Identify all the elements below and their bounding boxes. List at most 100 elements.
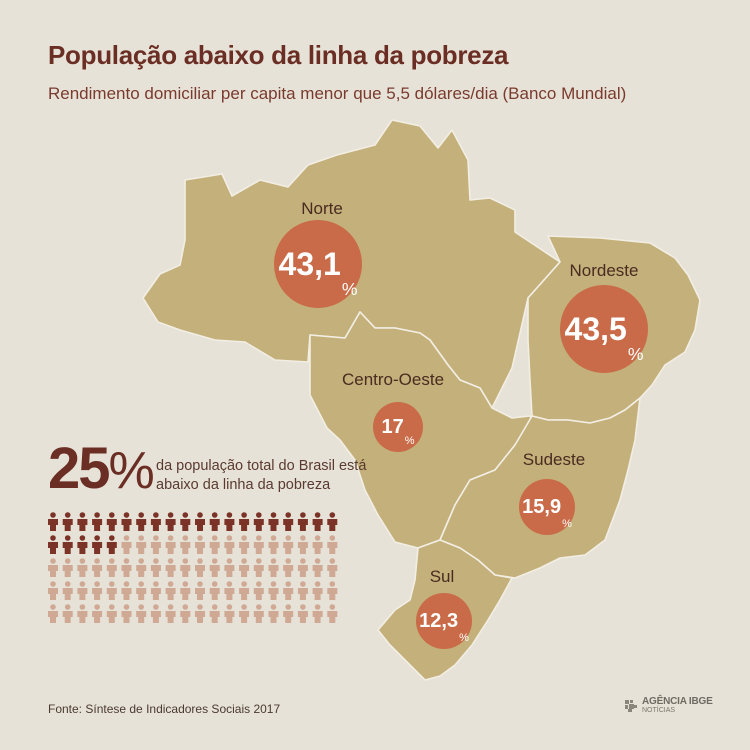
person-icon: [283, 512, 294, 531]
person-icon: [121, 535, 132, 554]
person-icon: [195, 535, 205, 554]
person-icon: [253, 558, 264, 577]
person-icon: [268, 558, 279, 577]
page-subtitle: Rendimento domiciliar per capita menor q…: [48, 84, 627, 103]
person-icon: [209, 512, 220, 531]
person-icon: [165, 512, 176, 531]
person-icon: [136, 535, 147, 554]
person-icon: [327, 535, 338, 554]
person-icon: [327, 604, 338, 623]
bubble-value: 43,5: [564, 310, 627, 347]
person-icon: [239, 604, 250, 623]
person-icon: [121, 604, 132, 623]
bubble-unit: %: [562, 518, 572, 531]
person-icon: [180, 512, 191, 531]
person-icon: [92, 512, 103, 531]
person-icon: [150, 581, 161, 600]
person-icon: [48, 512, 58, 531]
person-icon: [62, 512, 73, 531]
person-icon: [327, 581, 338, 600]
bubble-centro-oeste: 17%: [373, 402, 423, 452]
person-icon: [239, 512, 250, 531]
person-icon: [77, 604, 88, 623]
person-icon: [121, 558, 132, 577]
person-icon: [239, 581, 250, 600]
bubble-unit: %: [404, 435, 415, 448]
person-icon: [224, 558, 235, 577]
person-icon: [268, 581, 279, 600]
person-icon: [77, 558, 88, 577]
person-icon: [195, 512, 205, 531]
page-title: População abaixo da linha da pobreza: [48, 40, 509, 70]
person-icon: [195, 581, 205, 600]
person-icon: [165, 581, 176, 600]
person-icon: [312, 535, 323, 554]
person-icon: [77, 512, 88, 531]
region-label-norte: Norte: [301, 199, 343, 218]
bubble-unit: %: [341, 279, 358, 300]
person-icon: [48, 581, 58, 600]
total-description: da população total do Brasil está abaixo…: [156, 458, 367, 493]
person-icon: [106, 535, 117, 554]
person-icon: [239, 535, 250, 554]
person-icon: [180, 604, 191, 623]
person-icon: [224, 512, 235, 531]
person-icon: [283, 558, 294, 577]
person-icon: [48, 604, 58, 623]
person-icon: [195, 558, 205, 577]
person-icon: [224, 535, 235, 554]
person-icon: [195, 604, 205, 623]
person-icon: [297, 535, 308, 554]
person-icon: [92, 558, 103, 577]
bubble-unit: %: [627, 344, 644, 365]
person-icon: [180, 558, 191, 577]
person-icon: [121, 581, 132, 600]
person-icon: [150, 512, 161, 531]
person-icon: [283, 535, 294, 554]
bubble-sudeste: 15,9%: [519, 479, 575, 535]
person-icon: [62, 604, 73, 623]
person-icon: [165, 535, 176, 554]
bubble-nordeste: 43,5%: [560, 285, 648, 373]
person-icon: [297, 581, 308, 600]
person-icon: [77, 535, 88, 554]
person-icon: [312, 558, 323, 577]
person-icon: [283, 581, 294, 600]
person-icon: [268, 512, 279, 531]
bubble-value: 17: [381, 415, 404, 438]
person-icon: [48, 535, 58, 554]
person-icon: [209, 558, 220, 577]
person-icon: [106, 512, 117, 531]
total-unit: %: [108, 442, 155, 500]
person-icon: [312, 581, 323, 600]
person-icon: [268, 604, 279, 623]
person-icon: [136, 558, 147, 577]
person-icon: [92, 581, 103, 600]
person-icon: [150, 558, 161, 577]
person-icon: [312, 604, 323, 623]
person-icon: [136, 581, 147, 600]
person-icon: [180, 581, 191, 600]
person-icon: [209, 604, 220, 623]
source-note: Fonte: Síntese de Indicadores Sociais 20…: [48, 702, 281, 716]
person-icon: [224, 581, 235, 600]
bubble-value: 12,3: [419, 609, 459, 632]
total-value: 25: [48, 436, 110, 501]
person-icon: [209, 581, 220, 600]
person-icon: [106, 558, 117, 577]
ibge-logo-icon: [625, 700, 637, 712]
person-icon: [253, 581, 264, 600]
person-icon: [136, 604, 147, 623]
agencia-ibge-logo: AGÊNCIA IBGE NOTÍCIAS: [624, 697, 713, 715]
person-icon: [150, 535, 161, 554]
person-icon: [77, 581, 88, 600]
person-icon: [283, 604, 294, 623]
region-label-sul: Sul: [429, 567, 455, 586]
bubble-sul: 12,3%: [416, 593, 472, 649]
bubble-norte: 43,1%: [274, 220, 362, 308]
person-icon: [224, 604, 235, 623]
person-icon: [297, 558, 308, 577]
person-icon: [106, 581, 117, 600]
region-label-sudeste: Sudeste: [522, 450, 586, 469]
bubble-value: 15,9: [522, 495, 562, 518]
